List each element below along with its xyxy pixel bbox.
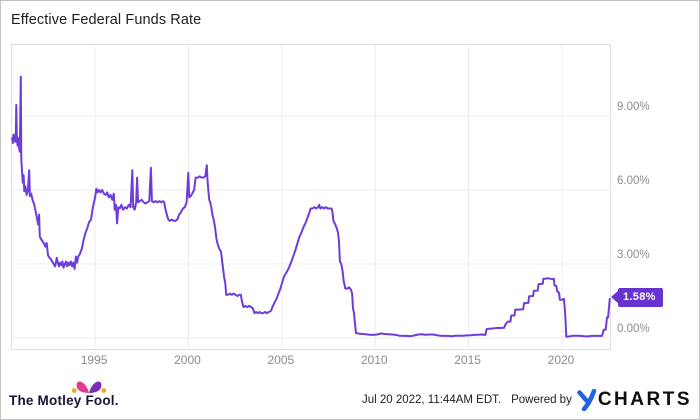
footer-attribution: Jul 20 2022, 11:44AM EDT. Powered by CHA… xyxy=(362,389,692,411)
x-tick-label: 2005 xyxy=(267,353,295,367)
last-value-badge: 1.58% xyxy=(611,287,663,307)
ycharts-y-icon xyxy=(577,389,597,411)
y-tick-label: 0.00% xyxy=(617,322,650,335)
y-tick-label: 9.00% xyxy=(617,101,650,113)
plot-area xyxy=(11,44,611,350)
motley-fool-logo: The Motley Fool. xyxy=(9,377,149,413)
x-tick-label: 2015 xyxy=(454,353,481,367)
y-tick-label: 6.00% xyxy=(617,174,650,187)
y-tick-label: 3.00% xyxy=(617,248,650,261)
effr-line-series xyxy=(11,75,611,338)
jester-hat-icon xyxy=(71,381,107,393)
plot-svg xyxy=(11,45,611,349)
x-tick-label: 2020 xyxy=(547,353,575,367)
x-tick-label: 2000 xyxy=(174,353,201,367)
ycharts-logo[interactable]: CHARTS xyxy=(576,389,692,411)
page-title: Effective Federal Funds Rate xyxy=(11,12,202,28)
x-tick-label: 1995 xyxy=(80,353,108,367)
motley-fool-wordmark: The Motley Fool. xyxy=(9,393,119,408)
x-tick-label: 2010 xyxy=(360,353,388,367)
timestamp: Jul 20 2022, 11:44AM EDT. xyxy=(361,394,502,406)
powered-by-label: Powered by xyxy=(511,394,572,406)
ycharts-wordmark: CHARTS xyxy=(597,389,692,410)
